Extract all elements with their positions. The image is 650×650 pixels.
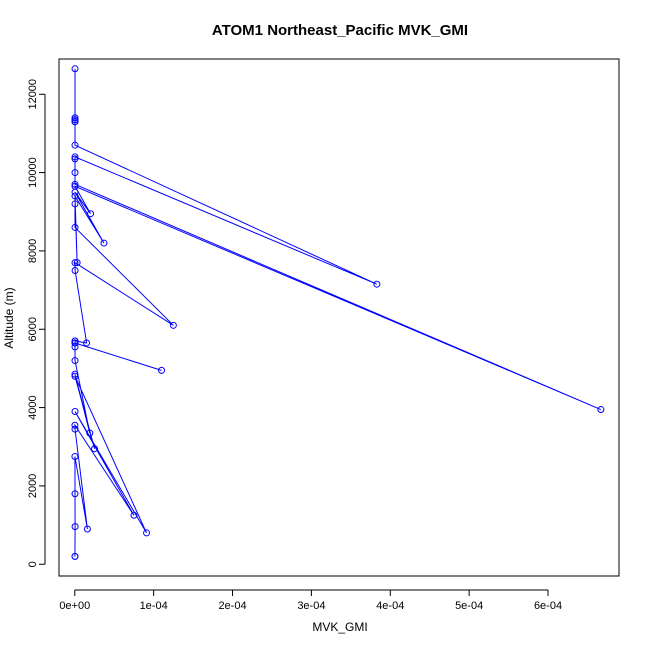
data-point [71,153,79,161]
x-tick-label: 5e-04 [455,600,483,612]
x-axis: 0e+00 1e-04 2e-04 3e-04 4e-04 5e-04 6e-04 [59,589,562,612]
data-point [71,453,79,461]
data-point [71,200,79,208]
data-point [130,511,138,519]
y-tick-label: 12000 [27,79,39,110]
data-point [86,429,94,437]
data-point [143,529,151,537]
data-point [83,339,91,347]
data-point [71,116,79,124]
data-point [71,523,79,531]
data-point [90,445,98,453]
y-tick-label: 2000 [27,474,39,498]
data-point [100,239,108,247]
y-axis: 0 2000 4000 6000 8000 10000 12000 [27,79,46,567]
data-point [71,155,79,163]
y-tick-label: 0 [27,561,39,567]
data-point [71,65,79,73]
x-axis-label: MVK_GMI [312,620,367,634]
y-tick-label: 6000 [27,317,39,341]
data-point [71,552,79,560]
x-tick-label: 1e-04 [140,600,168,612]
chart-title: ATOM1 Northeast_Pacific MVK_GMI [212,22,468,39]
data-point [158,366,166,374]
series-layer [71,65,605,560]
data-point [71,182,79,190]
data-point [71,408,79,415]
data-point [373,280,381,288]
data-point [87,210,95,218]
data-point [71,118,79,126]
data-point [169,321,177,329]
data-point [71,421,79,429]
x-tick-label: 4e-04 [376,600,404,612]
series-line [73,68,602,557]
y-tick-label: 10000 [27,157,39,188]
x-tick-label: 6e-04 [534,600,562,612]
data-point [71,180,79,188]
y-axis-label: Altitude (m) [2,287,16,348]
x-tick-label: 2e-04 [218,600,246,612]
data-point [71,169,79,177]
data-point [73,259,81,267]
data-point [71,114,79,122]
data-point [71,372,79,380]
data-point [71,223,79,231]
x-tick-label: 0e+00 [59,600,90,612]
y-tick-label: 4000 [27,395,39,419]
data-point [71,425,79,433]
data-point [71,490,79,498]
data-point [71,267,79,274]
data-point [71,337,79,345]
data-point [71,357,79,365]
data-point [71,192,79,200]
data-point [597,406,605,414]
x-tick-label: 3e-04 [297,600,325,612]
data-point [71,339,79,347]
plot-frame [58,58,620,577]
data-point [83,525,91,533]
data-point [71,141,79,149]
data-point [71,370,79,378]
data-point [71,259,79,267]
y-tick-label: 8000 [27,239,39,263]
